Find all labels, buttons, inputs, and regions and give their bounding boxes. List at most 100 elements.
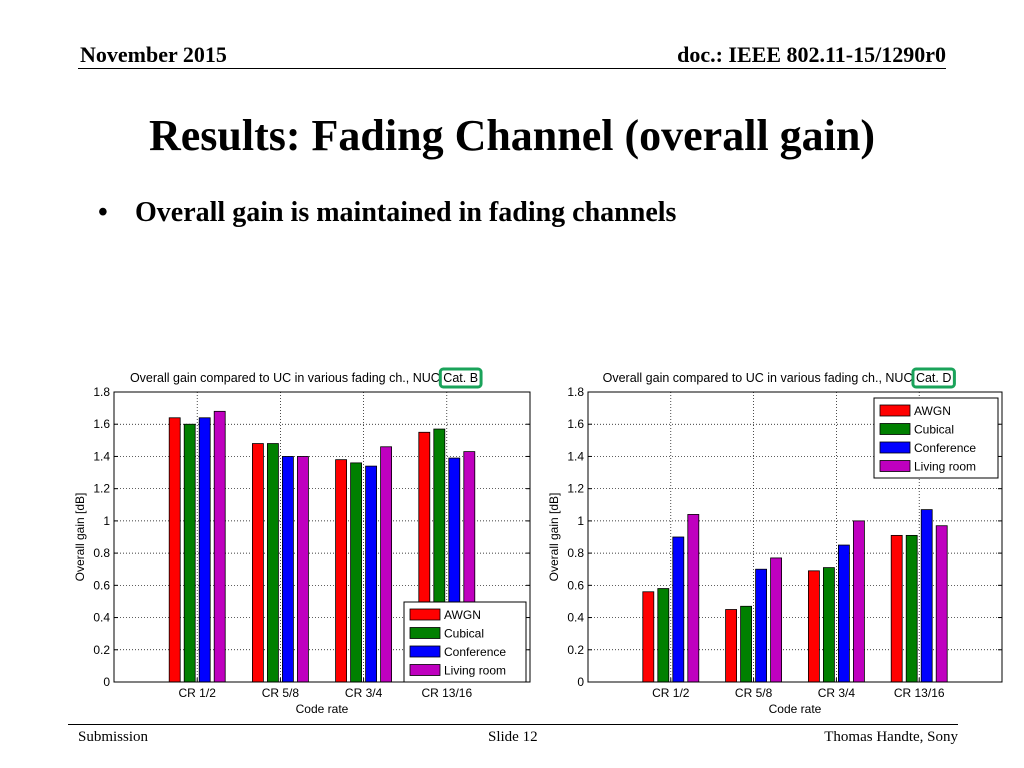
legend-label: Cubical	[914, 423, 954, 437]
y-tick-label: 1.6	[93, 417, 110, 431]
chart-cat-d: 0 0.2 0.4 0.6 0.8 1 1.2 1.4 1.6 1.8 CR 1/2 CR 5/8 CR…	[547, 367, 1003, 716]
bar-living-room	[770, 557, 783, 683]
y-tick-label: 0.4	[567, 611, 584, 625]
bullet-text: Overall gain is maintained in fading cha…	[135, 197, 677, 228]
legend-label: AWGN	[914, 404, 951, 418]
bar-cubical	[740, 605, 753, 683]
legend-label: Living room	[444, 664, 506, 678]
chart-title-main: Overall gain compared to UC in various f…	[603, 371, 913, 385]
x-tick-label: CR 1/2	[652, 686, 690, 700]
legend-swatch	[879, 423, 911, 435]
legend-label: Cubical	[444, 627, 484, 641]
bar-awgn	[251, 443, 264, 683]
chart-title-main: Overall gain compared to UC in various f…	[130, 371, 440, 385]
bar-cubical	[266, 443, 279, 683]
x-axis-label: Code rate	[296, 702, 349, 716]
x-tick-label: CR 13/16	[421, 686, 472, 700]
chart-title: Overall gain compared to UC in various f…	[603, 371, 952, 385]
bar-living-room	[213, 410, 226, 683]
bar-conference	[755, 568, 768, 683]
legend-label: AWGN	[444, 608, 481, 622]
legend-swatch	[879, 460, 911, 472]
x-tick-label: CR 13/16	[894, 686, 945, 700]
bar-living-room	[852, 520, 865, 683]
chart-legend: AWGN Cubical Conference Living room	[403, 601, 527, 683]
x-tick-label: CR 5/8	[735, 686, 773, 700]
bar-conference	[365, 465, 378, 683]
y-tick-label: 1.4	[567, 449, 584, 463]
bar-awgn	[890, 534, 903, 683]
y-tick-label: 1.2	[567, 482, 584, 496]
legend-label: Conference	[914, 441, 976, 455]
x-tick-label: CR 5/8	[262, 686, 300, 700]
legend-label: Conference	[444, 645, 506, 659]
y-tick-label: 0.2	[93, 643, 110, 657]
bar-awgn	[725, 609, 738, 683]
legend-swatch	[879, 404, 911, 417]
bar-conference	[920, 509, 933, 683]
footer-submission: Submission	[78, 729, 149, 745]
y-tick-label: 1.4	[93, 449, 110, 463]
chart-cat-b: 0 0.2 0.4 0.6 0.8 1 1.2 1.4 1.6 1.8 CR 1/2 CR 5/8 CR…	[73, 367, 531, 716]
bar-awgn	[642, 591, 655, 683]
y-axis-label: Overall gain [dB]	[547, 493, 561, 582]
legend-swatch	[879, 441, 911, 454]
y-tick-label: 1.2	[93, 482, 110, 496]
bar-conference	[837, 544, 850, 683]
y-tick-label: 0	[577, 675, 584, 689]
footer-rule	[68, 724, 958, 725]
header-date: November 2015	[80, 42, 227, 67]
header-doc-id: doc.: IEEE 802.11-15/1290r0	[677, 42, 946, 67]
bar-living-room	[687, 514, 700, 683]
chart-title-highlight: Cat. D	[916, 371, 951, 385]
header-rule	[78, 68, 946, 69]
y-tick-label: 1.8	[567, 385, 584, 399]
y-tick-label: 0.8	[93, 546, 110, 560]
bar-awgn	[335, 459, 348, 683]
legend-swatch	[409, 608, 441, 621]
bar-cubical	[350, 462, 363, 683]
footer-slide-number: Slide 12	[488, 729, 538, 745]
slide-title: Results: Fading Channel (overall gain)	[148, 111, 876, 160]
legend-label: Living room	[914, 460, 976, 474]
y-tick-label: 1.6	[567, 417, 584, 431]
y-tick-label: 1	[577, 514, 584, 528]
bullet-marker: •	[98, 197, 108, 228]
chart-legend: AWGN Cubical Conference Living room	[873, 397, 999, 479]
footer-author: Thomas Handte, Sony	[824, 729, 958, 745]
y-tick-label: 1	[103, 514, 110, 528]
bar-conference	[672, 536, 685, 683]
y-tick-label: 0	[103, 675, 110, 689]
plot-frame	[113, 391, 531, 683]
bar-cubical	[905, 534, 918, 683]
bar-living-room	[296, 456, 309, 683]
chart-title: Overall gain compared to UC in various f…	[130, 371, 478, 385]
y-tick-label: 0.4	[93, 611, 110, 625]
bar-conference	[198, 417, 211, 683]
y-tick-label: 0.8	[567, 546, 584, 560]
bar-living-room	[935, 525, 948, 683]
x-tick-label: CR 3/4	[345, 686, 383, 700]
y-tick-label: 0.2	[567, 643, 584, 657]
x-axis-label: Code rate	[769, 702, 822, 716]
bar-conference	[281, 456, 294, 683]
bar-awgn	[168, 417, 181, 683]
y-axis-label: Overall gain [dB]	[73, 493, 87, 582]
bar-living-room	[380, 446, 393, 683]
y-tick-label: 0.6	[567, 578, 584, 592]
y-tick-label: 0.6	[93, 578, 110, 592]
title-highlight-box	[438, 367, 483, 389]
title-highlight-box	[911, 367, 956, 389]
legend-swatch	[409, 664, 441, 676]
y-tick-label: 1.8	[93, 385, 110, 399]
x-tick-label: CR 3/4	[818, 686, 856, 700]
bar-cubical	[822, 567, 835, 683]
chart-title-highlight: Cat. B	[443, 371, 478, 385]
bar-cubical	[183, 423, 196, 683]
bar-cubical	[657, 588, 670, 683]
legend-swatch	[409, 627, 441, 639]
x-tick-label: CR 1/2	[179, 686, 217, 700]
legend-swatch	[409, 645, 441, 658]
bar-awgn	[807, 570, 820, 683]
plot-frame	[587, 391, 1003, 683]
